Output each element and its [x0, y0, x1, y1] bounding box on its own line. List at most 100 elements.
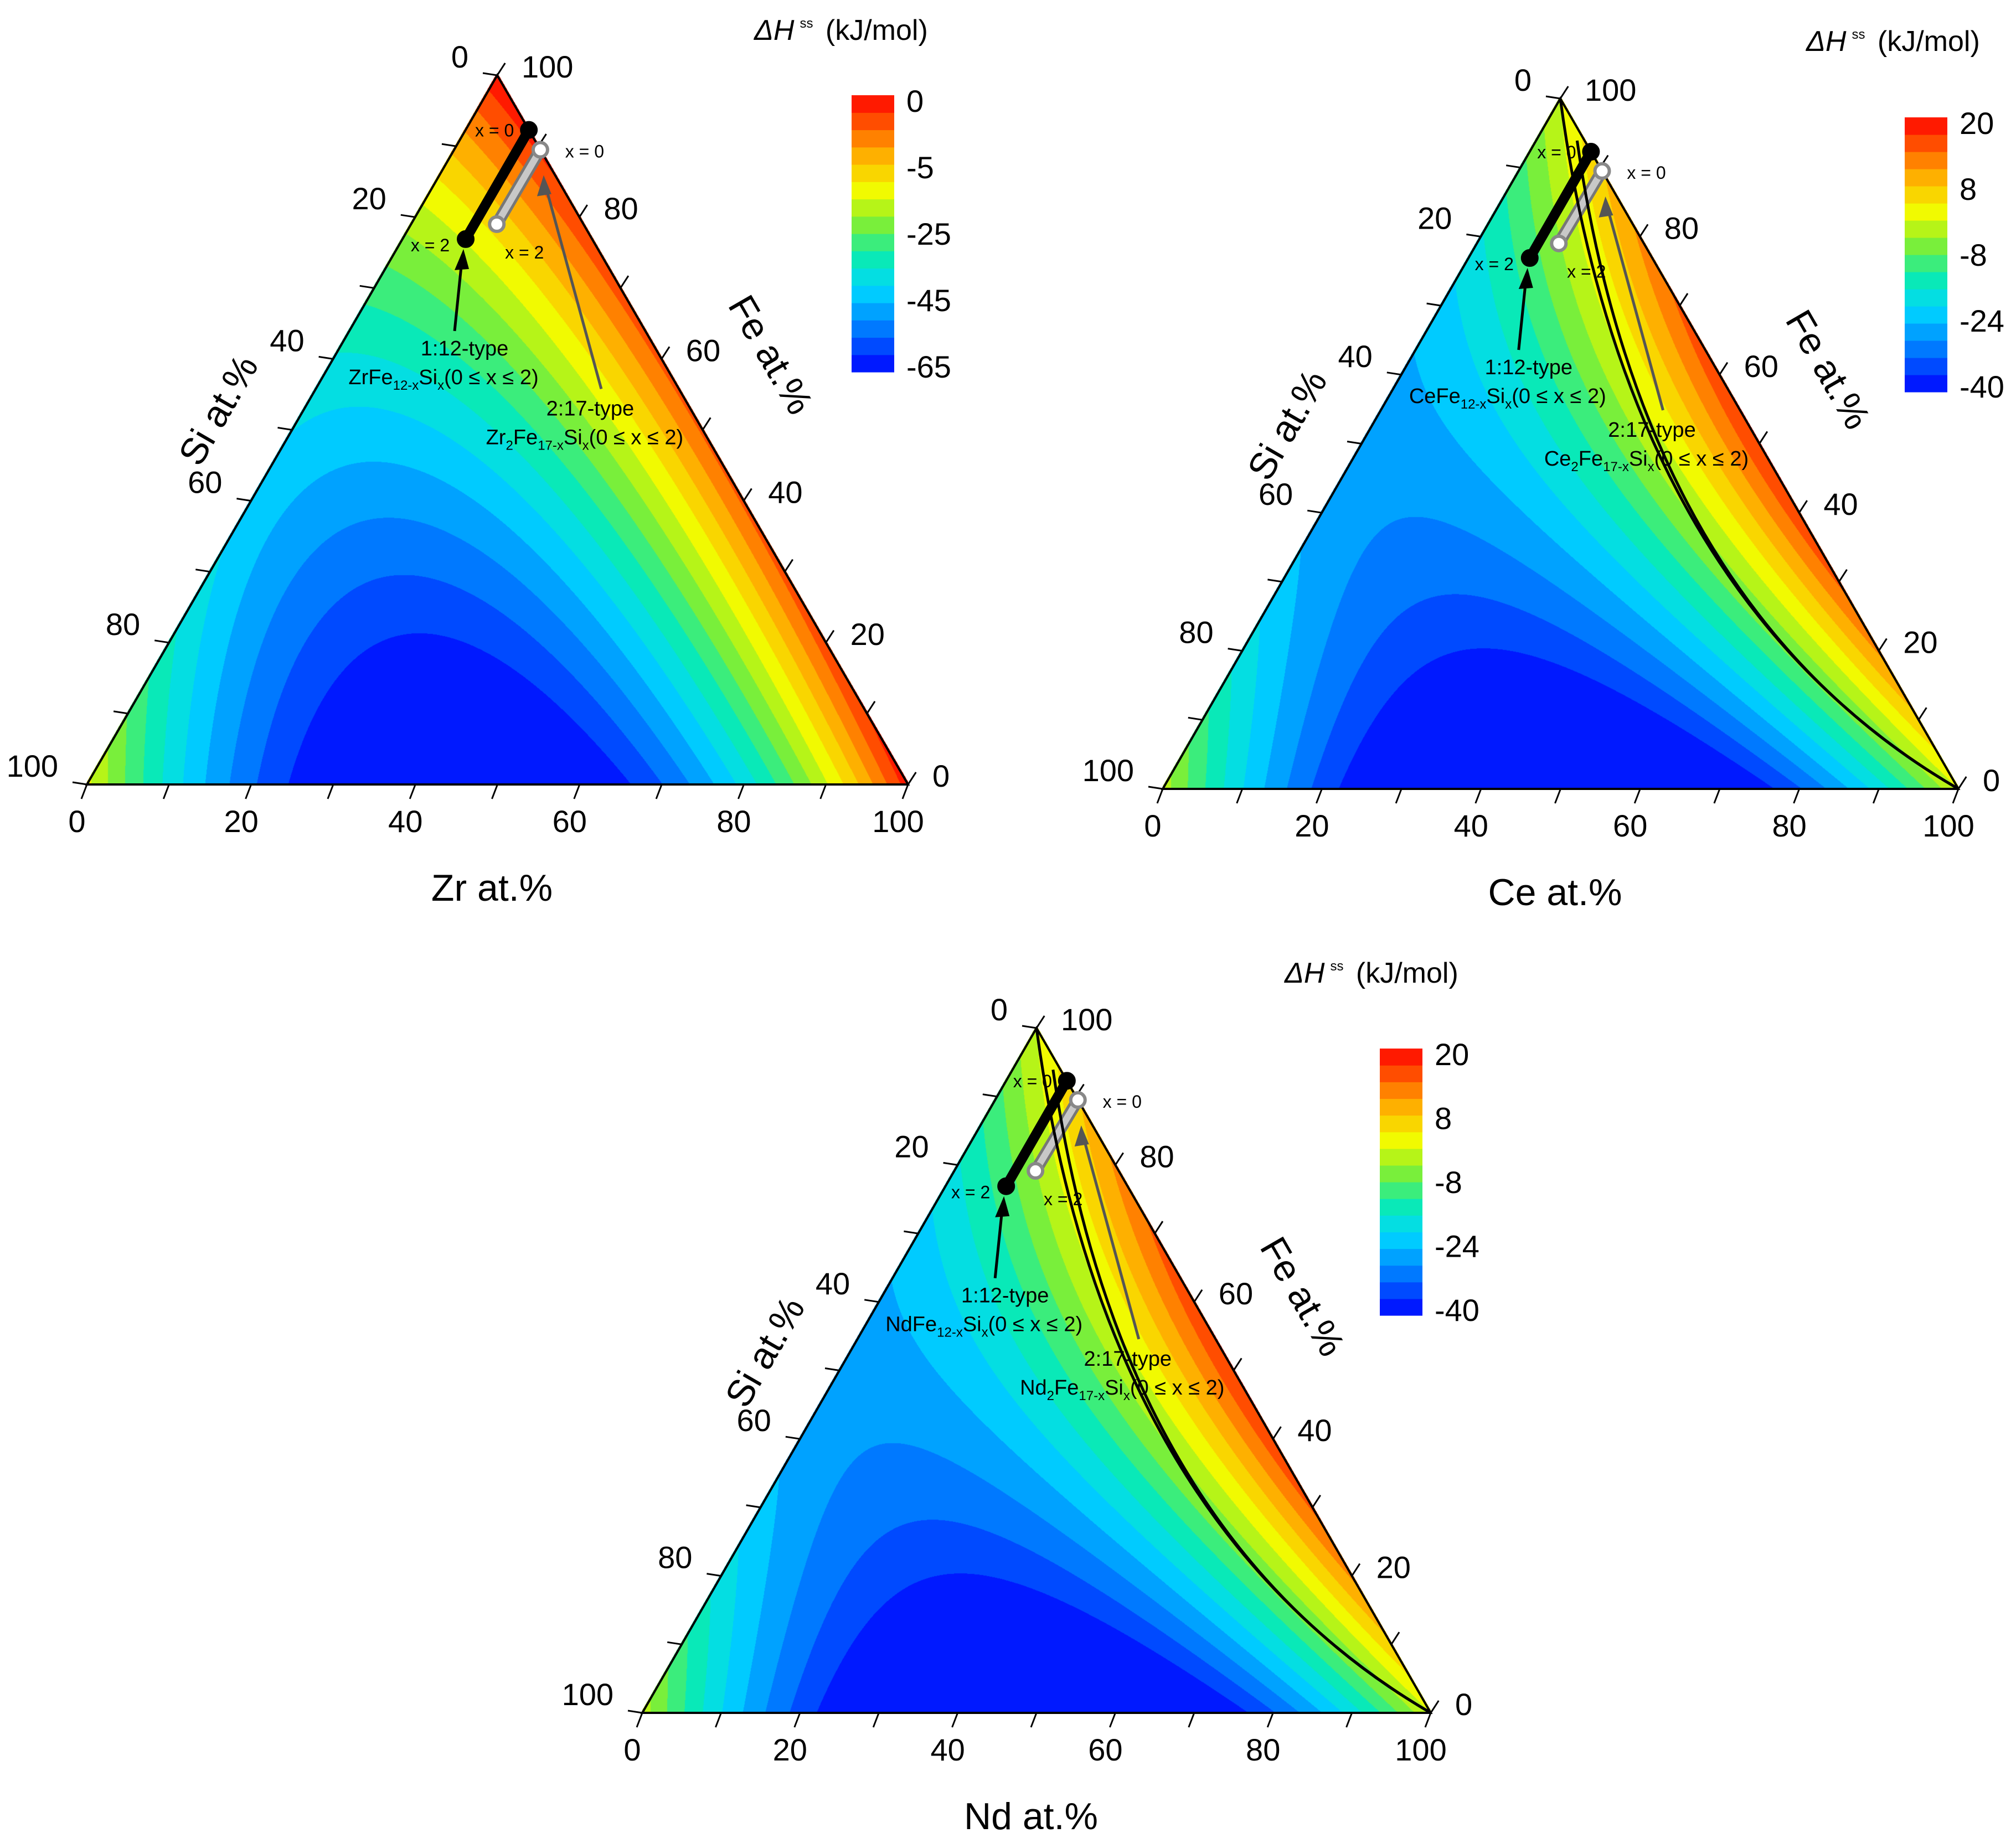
compound-2-17-start-marker [1069, 1091, 1087, 1109]
formula-2-17-part: (0 ≤ x ≤ 2) [1130, 1376, 1225, 1400]
formula-1-12-part: (0 ≤ x ≤ 2) [988, 1313, 1083, 1336]
label-1-12-x0: x = 0 [1537, 142, 1576, 162]
tick-label-left: 20 [352, 181, 386, 216]
colorbar-swatch [1905, 186, 1947, 204]
tick-right [784, 559, 793, 572]
tick-right [1390, 1631, 1400, 1645]
colorbar-swatch [852, 251, 894, 269]
ternary-panel-ce: 0 0 100 20 20 80 40 40 60 60 60 40 80 80 20 100 100 0 Ce a… [1082, 25, 2004, 913]
tick-left [1386, 371, 1402, 376]
tick-label-bottom: 80 [1772, 808, 1806, 843]
tick-left [1505, 164, 1521, 169]
colorbar-swatch [1905, 289, 1947, 307]
colorbar-swatch [1380, 1082, 1422, 1099]
formula-2-17: Nd2Fe17-xSix(0 ≤ x ≤ 2) [1020, 1376, 1224, 1403]
colorbar-title: ΔH ss (kJ/mol) [753, 14, 928, 47]
colorbar-swatch [1905, 152, 1947, 169]
type-label-1-12: 1:12-type [421, 337, 508, 360]
tick-bottom [951, 1712, 958, 1728]
tick-right [866, 700, 876, 714]
tick-label-right: 0 [1455, 1687, 1472, 1722]
tick-bottom [1030, 1712, 1038, 1728]
type-label-2-17: 2:17-type [1608, 419, 1695, 442]
tick-label-left: 80 [658, 1540, 692, 1575]
formula-2-17-part: Fe [513, 426, 538, 450]
tick-left [1466, 233, 1481, 237]
tick-bottom [1872, 788, 1880, 804]
colorbar-label: -8 [1435, 1165, 1462, 1200]
colorbar-ce: 20 8 -8 -24 -40 ΔH ss (kJ/mol) [1805, 25, 2004, 404]
tick-right [661, 346, 671, 360]
tick-label-bottom: 40 [930, 1732, 965, 1767]
label-2-17-x2: x = 2 [1044, 1189, 1082, 1209]
formula-1-12: ZrFe12-xSix(0 ≤ x ≤ 2) [348, 366, 538, 393]
tick-right [1957, 776, 1967, 789]
colorbar-swatch [1905, 169, 1947, 187]
tick-left [667, 1641, 682, 1645]
boundary-curve-2 [1575, 140, 1960, 791]
formula-2-17-part: Ce [1544, 447, 1571, 471]
tick-right [1878, 638, 1888, 652]
tick-label-left: 20 [1417, 200, 1452, 235]
colorbar-title-unit: (kJ/mol) [1348, 957, 1458, 989]
formula-1-12-part: 12-x [393, 378, 419, 393]
compound-2-17-end-marker [488, 215, 506, 233]
formula-2-17-part: Si [564, 426, 582, 450]
colorbar-zr: 0 -5 -25 -45 -65 ΔH ss (kJ/mol) [753, 14, 951, 384]
colorbar-swatch [852, 337, 894, 355]
colorbar-swatch [1905, 306, 1947, 324]
tick-right [620, 275, 630, 289]
colorbar-label: -24 [1435, 1229, 1479, 1264]
colorbar-label: -8 [1960, 237, 1987, 272]
compound-1-12-start-marker [1058, 1072, 1076, 1090]
tick-left [113, 710, 128, 715]
tick-label-left: 60 [188, 465, 222, 500]
compound-1-12-start-marker [1582, 143, 1600, 161]
colorbar-title-sup: ss [1330, 959, 1343, 974]
tick-right [1272, 1426, 1282, 1440]
arrow-1-12-head [455, 249, 470, 270]
arrow-2-17-head [1074, 1125, 1089, 1147]
tick-bottom [819, 784, 827, 799]
formula-2-17-part: 2 [1047, 1388, 1054, 1403]
tick-label-left: 0 [451, 39, 468, 74]
label-2-17-x2: x = 2 [505, 242, 544, 262]
formula-1-12-part: Si [963, 1313, 982, 1336]
tick-left [904, 1230, 919, 1235]
tick-label-right: 60 [1219, 1276, 1253, 1311]
colorbar-title-symbol: ΔH [753, 14, 795, 47]
compound-2-17-start-marker [1593, 162, 1611, 180]
tick-right [743, 488, 752, 502]
formula-1-12-part: (0 ≤ x ≤ 2) [444, 366, 539, 389]
tick-left [1426, 302, 1441, 307]
tick-right [1312, 1494, 1321, 1508]
compound-2-17-start-marker [531, 141, 549, 159]
label-1-12-x2: x = 2 [1475, 254, 1514, 274]
tick-left [943, 1161, 958, 1166]
tick-bottom [1474, 788, 1482, 804]
tick-right [1559, 86, 1569, 99]
tick-label-bottom: 40 [388, 804, 422, 839]
colorbar-swatch [1380, 1232, 1422, 1249]
tick-label-bottom: 80 [716, 804, 751, 839]
tick-right [1430, 1700, 1440, 1713]
colorbar-swatch [1380, 1265, 1422, 1283]
colorbar-label: 20 [1960, 106, 1994, 141]
tick-bottom [491, 784, 498, 799]
tick-left [1267, 579, 1282, 583]
tick-right [1798, 500, 1808, 514]
tick-label-right: 0 [1983, 763, 2000, 798]
compound-2-17-line [1555, 167, 1606, 247]
colorbar-swatch [1380, 1298, 1422, 1316]
tick-label-left: 0 [1514, 63, 1532, 97]
formula-1-12-part: 12-x [1461, 397, 1487, 412]
tick-label-left: 100 [562, 1677, 613, 1712]
tick-label-right: 100 [522, 49, 573, 84]
tick-label-right: 100 [1061, 1002, 1112, 1037]
ternary-panel-nd: 0 0 100 20 20 80 40 40 60 60 60 40 80 80 20 100 100 0 Nd a… [562, 957, 1479, 1833]
tick-right [702, 417, 711, 431]
arrow-1-12-head [1518, 268, 1533, 290]
formula-2-17-part: x [1123, 1388, 1130, 1403]
tick-left [824, 1367, 840, 1371]
